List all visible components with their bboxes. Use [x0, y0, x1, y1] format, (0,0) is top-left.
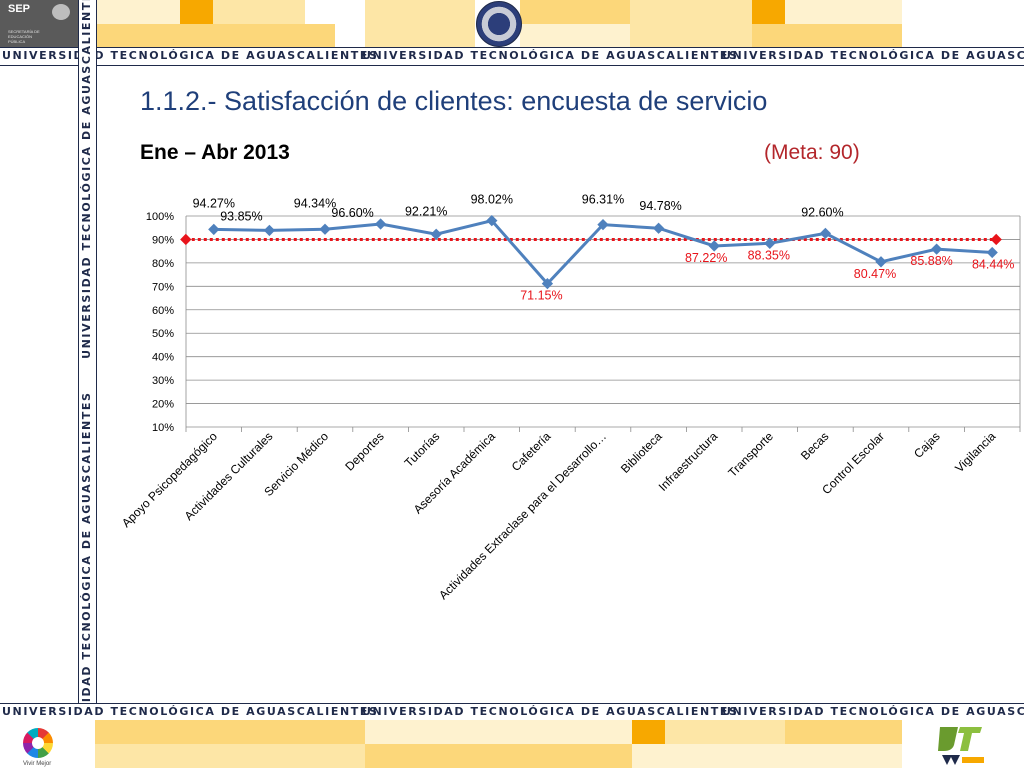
y-tick-label: 90%	[152, 234, 174, 246]
bottom-footer-strip: Vivir Mejor	[0, 720, 1024, 768]
series-point	[541, 277, 554, 290]
y-axis-ticks: 10% 20% 30% 40% 50% 60% 70% 80% 90% 100%	[146, 211, 174, 434]
decor-block	[365, 0, 475, 48]
banner-text: UNIVERSIDAD TECNOLÓGICA DE AGUASCALIENTE…	[362, 705, 739, 718]
series-point	[263, 224, 276, 237]
x-tick-label: Vigilancia	[952, 429, 998, 475]
data-label: 88.35%	[748, 248, 790, 262]
series-point	[652, 222, 665, 234]
data-label: 94.78%	[639, 199, 681, 213]
data-label: 92.60%	[801, 205, 843, 219]
data-label: 94.27%	[193, 196, 235, 210]
decor-block	[95, 0, 180, 24]
x-tick-label: Deportes	[342, 429, 386, 473]
data-label: 71.15%	[520, 289, 562, 303]
period-label: Ene – Abr 2013	[140, 141, 290, 164]
vivir-mejor-label: Vivir Mejor	[23, 761, 52, 767]
x-tick-label: Cajas	[911, 429, 943, 461]
series-point	[986, 246, 998, 259]
decor-block	[630, 0, 752, 48]
data-label: 92.21%	[405, 204, 447, 218]
decor-block	[632, 720, 665, 744]
top-header-strip: SEP SECRETARÍA DE EDUCACIÓN PÚBLICA	[0, 0, 1024, 48]
data-label: 85.88%	[910, 254, 952, 268]
decor-block	[365, 744, 632, 768]
goal-marker	[990, 233, 1002, 246]
chart-gridlines	[185, 215, 1021, 428]
x-tick-label: Apoyo Psicopedagógico	[119, 429, 220, 530]
banner-text: UNIVERSIDAD TECNOLÓGICA DE AGUASCALIENTE…	[722, 705, 1024, 718]
series-point	[374, 218, 387, 230]
left-vertical-banner: UNIVERSIDAD TECNOLÓGICA DE AGUASCALIENTE…	[78, 0, 97, 768]
y-tick-label: 40%	[152, 352, 174, 364]
x-tick-label: Infraestructura	[656, 429, 721, 494]
vertical-banner-text: UNIVERSIDAD TECNOLÓGICA DE AGUASCALIENTE…	[80, 0, 93, 768]
university-seal-icon	[476, 1, 522, 47]
sep-logo: SEP SECRETARÍA DE EDUCACIÓN PÚBLICA	[0, 0, 78, 47]
y-tick-label: 80%	[152, 258, 174, 270]
decor-block	[520, 0, 630, 24]
x-tick-label: Becas	[798, 429, 831, 462]
decor-block	[305, 0, 365, 24]
data-label: 98.02%	[471, 193, 513, 207]
data-label: 96.31%	[582, 193, 624, 207]
decor-block	[95, 744, 365, 768]
x-tick-label: Transporte	[725, 429, 776, 480]
flower-logo-icon	[23, 728, 53, 758]
mexico-eagle-icon	[52, 4, 70, 20]
data-label: 96.60%	[331, 206, 373, 220]
series-point	[430, 228, 442, 240]
data-label: 94.34%	[294, 196, 336, 210]
y-tick-label: 60%	[152, 305, 174, 317]
y-tick-label: 30%	[152, 375, 174, 387]
y-tick-label: 10%	[152, 422, 174, 434]
sep-logo-text: SEP	[8, 3, 31, 15]
decor-block	[632, 744, 902, 768]
x-tick-label: Biblioteca	[618, 429, 665, 476]
series-point	[708, 240, 720, 252]
series-point	[930, 243, 943, 255]
decor-block	[752, 0, 785, 24]
data-label: 93.85%	[220, 209, 262, 223]
series-point	[875, 256, 887, 268]
decor-block	[365, 720, 632, 744]
banner-text: UNIVERSIDAD TECNOLÓGICA DE AGUASCALIENTE…	[362, 49, 739, 62]
series-line	[208, 214, 998, 290]
series-point	[819, 227, 832, 240]
decor-block	[180, 0, 213, 24]
x-tick-label: Tutorías	[402, 429, 443, 470]
top-banner: UNIVERSIDAD TECNOLÓGICA DE AGUASCALIENTE…	[0, 47, 1024, 66]
ut-anniversary-logo-icon	[938, 727, 984, 765]
decor-block	[785, 720, 902, 744]
goal-marker	[180, 233, 192, 246]
banner-text: UNIVERSIDAD TECNOLÓGICA DE AGUASCALIENTE…	[2, 705, 379, 718]
x-tick-label: Cafetería	[509, 429, 554, 474]
decor-block	[785, 0, 902, 24]
decor-block	[95, 24, 335, 48]
vivir-mejor-logo: Vivir Mejor	[14, 728, 60, 772]
data-label: 84.44%	[972, 257, 1014, 271]
y-tick-label: 100%	[146, 211, 174, 223]
y-tick-label: 70%	[152, 281, 174, 293]
page-title: 1.1.2.- Satisfacción de clientes: encues…	[140, 86, 768, 116]
data-label: 87.22%	[685, 251, 727, 265]
data-label: 80.47%	[854, 267, 896, 281]
goal-label: (Meta: 90)	[764, 141, 860, 164]
banner-text: UNIVERSIDAD TECNOLÓGICA DE AGUASCALIENTE…	[2, 49, 379, 62]
decor-block	[752, 24, 902, 48]
y-tick-label: 20%	[152, 399, 174, 411]
satisfaction-line-chart: 10% 20% 30% 40% 50% 60% 70% 80% 90% 100% Apoyo Ps…	[119, 193, 1021, 602]
banner-text: UNIVERSIDAD TECNOLÓGICA DE AGUASCALIENTE…	[722, 49, 1024, 62]
decor-block	[213, 0, 305, 24]
series-point	[208, 223, 220, 236]
series-point	[319, 223, 331, 235]
decor-block	[520, 24, 630, 48]
decor-block	[665, 720, 785, 744]
data-labels: 94.27%93.85% 94.34%96.60% 92.21% 98.02% 71.1…	[193, 193, 1015, 303]
decor-block	[95, 720, 365, 744]
sep-logo-subtext: SECRETARÍA DE EDUCACIÓN PÚBLICA	[8, 29, 40, 44]
y-tick-label: 50%	[152, 328, 174, 340]
